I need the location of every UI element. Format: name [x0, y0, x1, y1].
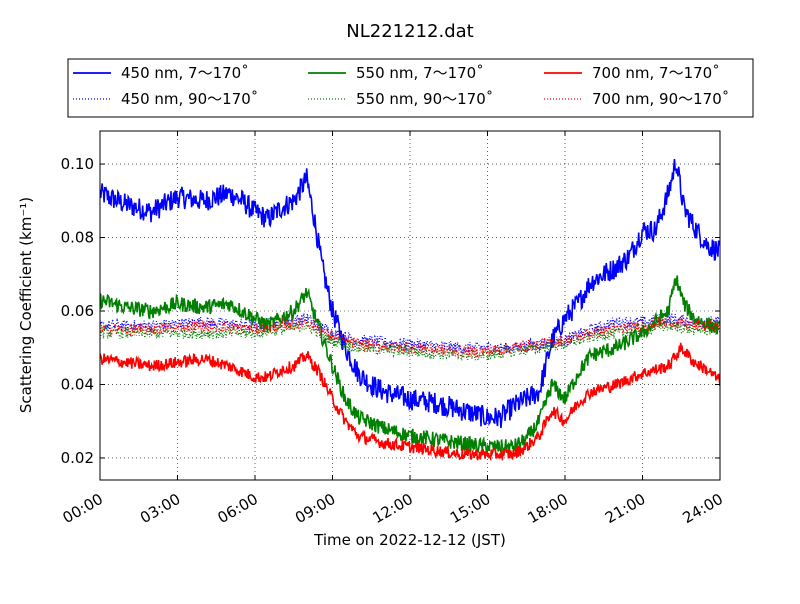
y-axis-label: Scattering Coefficient (km⁻¹) — [17, 197, 35, 413]
x-tick-label: 24:00 — [680, 490, 726, 527]
x-tick-label: 09:00 — [292, 490, 338, 527]
chart-title: NL221212.dat — [346, 21, 473, 42]
plot-series — [100, 159, 720, 462]
legend-label-2: 550 nm, 7～170˚ — [356, 64, 484, 82]
legend-label-3: 550 nm, 90～170˚ — [356, 90, 493, 108]
series-line-0 — [100, 159, 720, 429]
x-tick-label: 06:00 — [215, 490, 261, 527]
legend-label-0: 450 nm, 7～170˚ — [121, 64, 249, 82]
legend-box — [67, 58, 754, 118]
x-axis-label: Time on 2022-12-12 (JST) — [313, 531, 506, 549]
legend-label-5: 700 nm, 90～170˚ — [592, 90, 729, 108]
legend-label-1: 450 nm, 90～170˚ — [121, 90, 258, 108]
x-tick-label: 12:00 — [370, 490, 416, 527]
series-line-2 — [100, 275, 720, 455]
axis-ticks: 00:00 03:00 06:00 09:00 12:00 15:00 18:00 21:00… — [60, 131, 726, 527]
x-tick-label: 00:00 — [60, 490, 106, 527]
x-tick-label: 18:00 — [525, 490, 571, 527]
series-line-3 — [100, 319, 720, 362]
legend-label-4: 700 nm, 7～170˚ — [592, 64, 720, 82]
y-tick-label: 0.10 — [61, 155, 94, 173]
y-tick-label: 0.06 — [61, 302, 94, 320]
y-tick-label: 0.08 — [61, 229, 94, 247]
y-tick-label: 0.02 — [61, 449, 94, 467]
series-line-4 — [100, 342, 720, 462]
x-tick-label: 15:00 — [447, 490, 493, 527]
x-tick-label: 21:00 — [602, 490, 648, 527]
y-tick-label: 0.04 — [61, 375, 94, 393]
series-line-5 — [100, 316, 720, 360]
x-tick-label: 03:00 — [137, 490, 183, 527]
legend: 450 nm, 7～170˚ 450 nm, 90～170˚ 550 nm, 7～1… — [73, 64, 729, 108]
